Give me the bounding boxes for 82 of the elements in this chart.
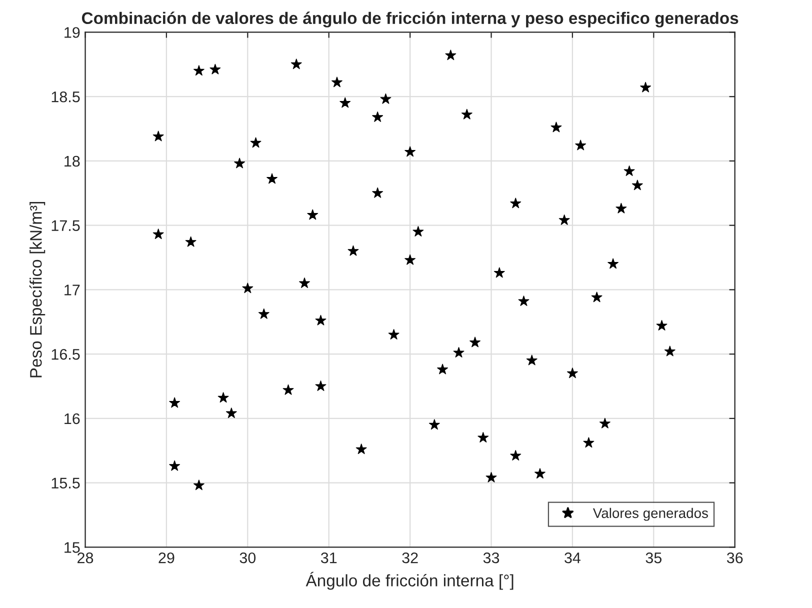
point <box>169 397 180 408</box>
y-tick-label: 17 <box>64 284 80 296</box>
point <box>445 50 456 60</box>
point <box>526 354 538 366</box>
point <box>307 209 318 220</box>
x-axis-title: Ángulo de fricción interna [°] <box>306 572 514 590</box>
y-tick-label: 18.5 <box>52 91 80 102</box>
point <box>226 408 237 418</box>
point <box>185 236 196 247</box>
x-tick-label: 32 <box>402 552 418 564</box>
y-tick-label: 15.5 <box>52 478 80 489</box>
point <box>315 314 326 326</box>
point <box>193 480 204 490</box>
point <box>234 158 246 168</box>
y-tick-label: 17.5 <box>52 220 80 232</box>
point <box>388 329 400 340</box>
x-tick-label: 31 <box>320 552 337 564</box>
point <box>575 140 586 150</box>
x-tick-label: 35 <box>646 552 662 564</box>
point <box>656 320 668 330</box>
point <box>470 336 480 348</box>
y-tick-label: 16.5 <box>52 348 80 360</box>
point <box>193 65 204 76</box>
point <box>332 76 342 88</box>
point <box>616 202 627 214</box>
point <box>608 258 619 269</box>
point <box>340 97 351 108</box>
point <box>372 187 384 198</box>
point <box>624 166 635 176</box>
x-tick-label: 28 <box>78 552 94 564</box>
point <box>437 364 448 374</box>
point <box>282 384 294 395</box>
point <box>461 108 472 120</box>
y-tick-label: 16 <box>64 413 80 424</box>
point <box>315 380 326 391</box>
point <box>250 137 262 148</box>
point <box>599 418 610 428</box>
point <box>380 93 392 104</box>
point <box>404 254 416 265</box>
chart-title: Combinación de valores de ángulo de fricción interna y peso especifico generados <box>82 12 738 28</box>
y-axis-title: Peso Específico [kN/m³] <box>29 202 46 378</box>
point <box>290 58 302 70</box>
point <box>632 180 643 190</box>
point <box>453 347 464 358</box>
x-tick-label: 30 <box>240 552 256 564</box>
point <box>478 432 489 442</box>
point <box>510 198 522 208</box>
x-tick-label: 33 <box>483 552 500 564</box>
point <box>258 308 270 319</box>
point <box>510 450 522 460</box>
y-tick-label: 19 <box>64 27 80 38</box>
legend-label: Valores generados <box>592 508 708 521</box>
point <box>534 468 546 479</box>
point <box>242 282 254 294</box>
point <box>428 419 440 430</box>
point <box>152 130 164 142</box>
point <box>412 226 424 236</box>
point <box>210 64 221 74</box>
point <box>486 472 497 482</box>
point <box>494 267 505 278</box>
point <box>518 296 530 306</box>
x-tick-label: 29 <box>158 552 174 564</box>
point <box>591 292 602 302</box>
point <box>566 368 578 378</box>
point <box>218 392 229 403</box>
point <box>550 122 562 132</box>
y-tick-label: 15 <box>64 542 80 553</box>
point <box>640 82 652 92</box>
point <box>152 228 164 240</box>
x-tick-label: 34 <box>564 552 581 564</box>
point <box>372 111 384 122</box>
point <box>404 146 416 157</box>
point <box>169 460 180 471</box>
point <box>348 245 359 256</box>
x-tick-label: 36 <box>726 552 743 564</box>
point <box>299 278 310 288</box>
y-tick-label: 18 <box>64 156 80 167</box>
point <box>558 214 570 225</box>
point <box>356 444 367 454</box>
point <box>266 173 278 184</box>
point <box>583 437 594 448</box>
point <box>664 346 676 356</box>
